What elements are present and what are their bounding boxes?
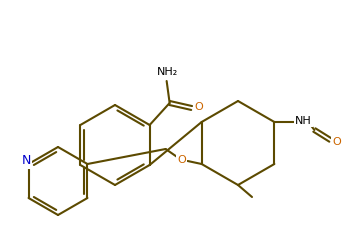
Text: O: O <box>332 137 341 147</box>
Text: N: N <box>22 154 31 168</box>
Text: NH₂: NH₂ <box>157 67 178 77</box>
Text: NH: NH <box>295 116 312 126</box>
Text: O: O <box>177 155 186 165</box>
Text: O: O <box>194 102 203 112</box>
